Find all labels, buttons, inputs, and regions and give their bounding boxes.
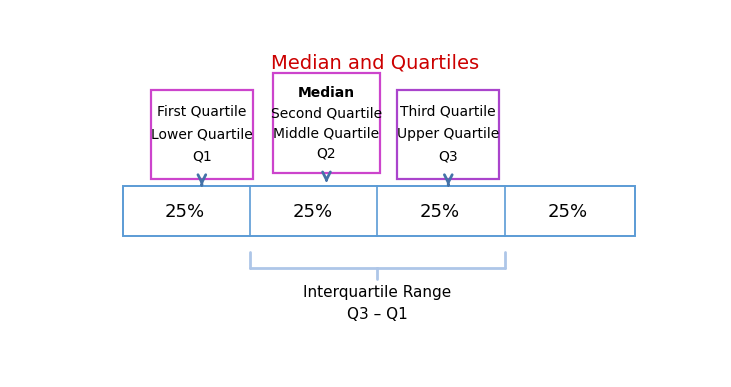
Text: Interquartile Range: Interquartile Range (303, 285, 452, 300)
Text: Q3: Q3 (439, 150, 458, 164)
Text: Q1: Q1 (192, 150, 212, 164)
Text: Lower Quartile: Lower Quartile (151, 127, 253, 141)
FancyBboxPatch shape (123, 187, 635, 236)
Text: 25%: 25% (420, 203, 460, 221)
Text: Q3 – Q1: Q3 – Q1 (347, 307, 408, 322)
Text: Second Quartile: Second Quartile (271, 106, 382, 120)
Text: Upper Quartile: Upper Quartile (397, 127, 499, 141)
Text: 25%: 25% (548, 203, 587, 221)
Text: Middle Quartile: Middle Quartile (273, 126, 379, 140)
Text: First Quartile: First Quartile (157, 105, 246, 119)
Text: Median and Quartiles: Median and Quartiles (270, 53, 479, 72)
FancyBboxPatch shape (273, 73, 380, 173)
Text: Median: Median (298, 86, 355, 100)
FancyBboxPatch shape (398, 90, 499, 179)
FancyBboxPatch shape (151, 90, 253, 179)
Text: 25%: 25% (164, 203, 205, 221)
Text: 25%: 25% (292, 203, 333, 221)
Text: Third Quartile: Third Quartile (401, 105, 496, 119)
Text: Q2: Q2 (317, 146, 336, 160)
